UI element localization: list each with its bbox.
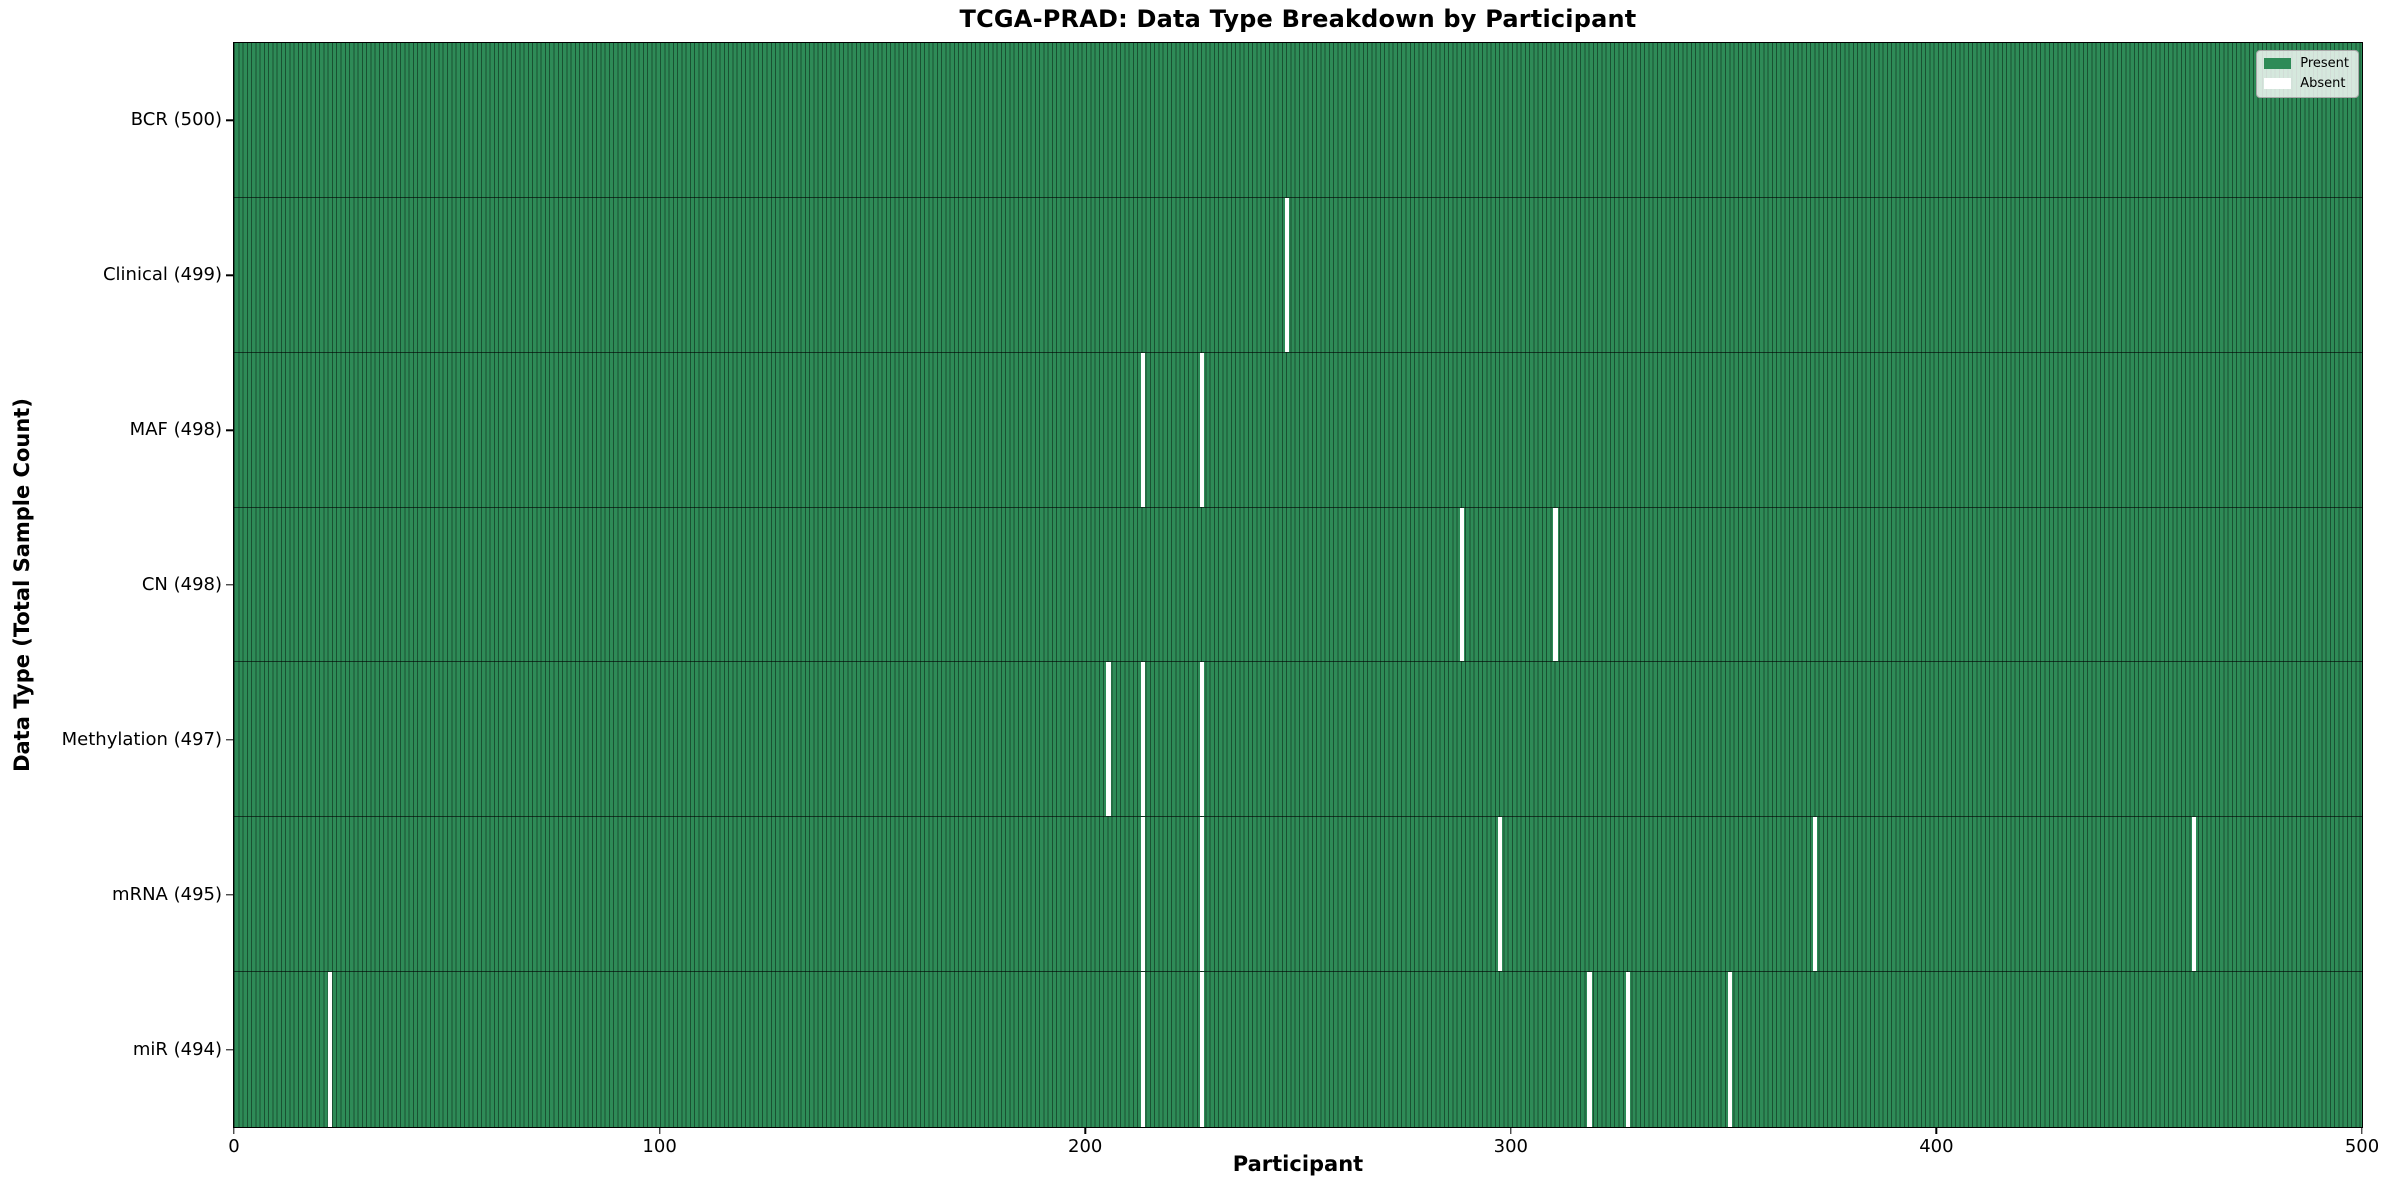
plot-area: BCR (500) Clinical (499) MAF (498) CN (498)…: [62, 42, 2379, 1156]
x-tick-mark: [233, 1127, 235, 1134]
y-tick-label: Methylation (497): [61, 728, 222, 750]
absent-gap: [1140, 972, 1145, 1127]
present-swatch-icon: [2264, 58, 2292, 69]
y-tick-label: CN (498): [141, 574, 222, 595]
y-tick-mark: [226, 429, 233, 431]
legend: Present Absent: [2256, 50, 2359, 98]
x-tick-label: 0: [228, 1136, 240, 1157]
y-tick-mark: [226, 274, 233, 276]
chart-title: TCGA-PRAD: Data Type Breakdown by Partic…: [959, 5, 1637, 33]
legend-label-absent: Absent: [2300, 76, 2346, 91]
x-tick-mark: [2361, 1127, 2363, 1134]
x-tick-label: 300: [1493, 1136, 1528, 1157]
absent-gap: [1587, 972, 1592, 1127]
absent-gap: [1140, 662, 1145, 817]
y-tick-mark: [226, 1048, 233, 1051]
rows-container: [234, 43, 2362, 1127]
absent-gap: [327, 972, 332, 1127]
absent-gap: [1140, 817, 1145, 972]
y-tick-label: MAF (498): [129, 419, 222, 441]
absent-gap: [1625, 972, 1630, 1127]
legend-item-present: Present: [2264, 57, 2349, 70]
x-tick-label: 200: [1068, 1136, 1103, 1157]
x-axis-label: Participant: [1232, 1152, 1364, 1176]
x-tick-mark: [658, 1127, 661, 1134]
absent-gap: [1200, 662, 1205, 817]
x-tick-mark: [1510, 1127, 1512, 1134]
x-tick-label: 500: [2344, 1136, 2380, 1157]
y-tick-mark: [226, 739, 233, 741]
row-mir: [234, 972, 2362, 1127]
absent-gap: [1140, 352, 1145, 507]
absent-gap: [1498, 817, 1503, 972]
absent-gap: [2191, 817, 2196, 972]
absent-gap: [1200, 972, 1205, 1127]
row-clinical: [234, 197, 2362, 353]
x-tick-label: 100: [642, 1136, 677, 1157]
row-maf: [234, 352, 2362, 508]
row-bcr: [234, 43, 2362, 198]
y-tick-label: miR (494): [132, 1038, 222, 1060]
row-mrna: [234, 817, 2362, 973]
y-tick-mark: [226, 119, 233, 122]
absent-gap: [1285, 197, 1290, 352]
absent-gap: [1106, 662, 1111, 817]
legend-item-absent: Absent: [2264, 77, 2349, 90]
y-tick-mark: [226, 894, 233, 896]
y-tick-label: mRNA (495): [112, 883, 222, 905]
absent-gap: [1553, 507, 1558, 662]
x-tick-mark: [1935, 1127, 1938, 1134]
absent-gap: [1727, 972, 1733, 1127]
row-methylation: [234, 662, 2362, 818]
y-axis-label: Data Type (Total Sample Count): [10, 398, 34, 772]
y-tick-label: Clinical (499): [102, 264, 222, 286]
x-tick-mark: [1084, 1127, 1086, 1134]
absent-gap: [1200, 817, 1205, 972]
absent-gap: [1459, 507, 1464, 662]
absent-gap: [1200, 352, 1205, 507]
y-tick-mark: [226, 584, 233, 586]
absent-swatch-icon: [2264, 78, 2292, 89]
row-cn: [234, 507, 2362, 663]
legend-label-present: Present: [2300, 56, 2349, 71]
absent-gap: [1812, 817, 1818, 972]
x-tick-label: 400: [1919, 1136, 1954, 1157]
y-tick-label: BCR (500): [130, 109, 222, 131]
